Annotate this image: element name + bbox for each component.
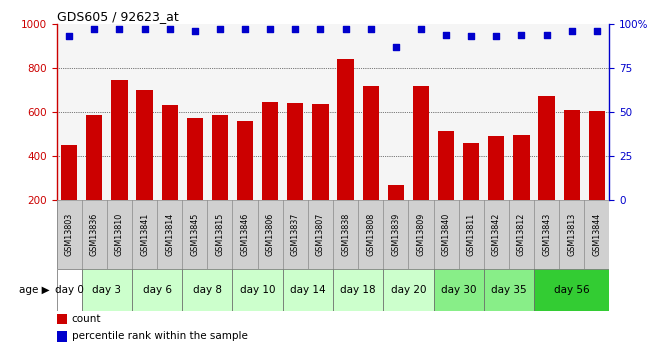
Point [340, 27, 351, 32]
Text: GSM13846: GSM13846 [240, 213, 250, 256]
Bar [237, 121, 253, 244]
Text: GSM13841: GSM13841 [140, 213, 149, 256]
Point [114, 27, 125, 32]
Text: GSM13803: GSM13803 [65, 213, 74, 256]
Bar [212, 115, 228, 244]
Bar [283, 269, 333, 310]
Text: day 35: day 35 [491, 285, 527, 295]
Text: GSM13815: GSM13815 [215, 213, 224, 256]
Bar [57, 331, 67, 342]
Text: percentile rank within the sample: percentile rank within the sample [71, 332, 247, 341]
Bar [383, 269, 434, 310]
Point [541, 32, 552, 38]
Text: GSM13809: GSM13809 [416, 213, 426, 256]
Text: GDS605 / 92623_at: GDS605 / 92623_at [57, 10, 178, 23]
Text: age ▶: age ▶ [19, 285, 50, 295]
Text: GSM13811: GSM13811 [467, 213, 476, 256]
Point [265, 27, 276, 32]
Text: day 56: day 56 [554, 285, 589, 295]
Text: GSM13807: GSM13807 [316, 213, 325, 256]
Point [214, 27, 225, 32]
Bar [488, 136, 504, 244]
Bar [111, 80, 128, 244]
Bar [538, 96, 555, 244]
Point [290, 27, 300, 32]
Point [315, 27, 326, 32]
Bar [484, 269, 534, 310]
Bar [388, 185, 404, 244]
Text: count: count [71, 314, 101, 324]
Bar [563, 110, 580, 244]
Bar [182, 269, 232, 310]
Point [416, 27, 426, 32]
Point [591, 28, 602, 34]
Text: GSM13813: GSM13813 [567, 213, 576, 256]
Text: GSM13844: GSM13844 [592, 213, 601, 256]
Text: day 10: day 10 [240, 285, 275, 295]
Bar [287, 103, 304, 244]
Bar [162, 105, 178, 244]
Point [390, 44, 401, 50]
Bar [333, 269, 383, 310]
Bar [262, 102, 278, 244]
Bar [86, 116, 103, 244]
Text: day 0: day 0 [55, 285, 84, 295]
Text: GSM13812: GSM13812 [517, 213, 526, 256]
Bar [534, 269, 609, 310]
Text: GSM13838: GSM13838 [341, 213, 350, 256]
Point [566, 28, 577, 34]
Point [64, 34, 75, 39]
Bar [438, 131, 454, 244]
Bar [312, 104, 328, 244]
Text: day 8: day 8 [193, 285, 222, 295]
Bar [57, 269, 82, 310]
Point [516, 32, 527, 38]
Point [491, 34, 501, 39]
Text: GSM13806: GSM13806 [266, 213, 274, 256]
Text: GSM13836: GSM13836 [90, 213, 99, 256]
Text: day 14: day 14 [290, 285, 326, 295]
Text: day 20: day 20 [391, 285, 426, 295]
Text: GSM13842: GSM13842 [492, 213, 501, 256]
Text: GSM13814: GSM13814 [165, 213, 174, 256]
Point [165, 27, 175, 32]
Point [466, 34, 477, 39]
Text: GSM13839: GSM13839 [392, 213, 400, 256]
Bar [57, 314, 67, 324]
Text: day 18: day 18 [340, 285, 376, 295]
Bar [513, 135, 529, 244]
Bar [362, 86, 379, 244]
Text: GSM13845: GSM13845 [190, 213, 199, 256]
Text: GSM13843: GSM13843 [542, 213, 551, 256]
Bar [137, 90, 153, 244]
Bar [232, 269, 283, 310]
Point [89, 27, 100, 32]
Bar [132, 269, 182, 310]
Text: day 3: day 3 [93, 285, 121, 295]
Bar [61, 145, 77, 244]
Bar [589, 111, 605, 244]
Point [240, 27, 250, 32]
Text: GSM13808: GSM13808 [366, 213, 375, 256]
Bar [463, 143, 480, 244]
Bar [186, 118, 203, 244]
Point [139, 27, 150, 32]
Point [441, 32, 452, 38]
Bar [82, 269, 132, 310]
Text: day 6: day 6 [143, 285, 172, 295]
Bar [338, 59, 354, 244]
Text: GSM13840: GSM13840 [442, 213, 451, 256]
Text: day 30: day 30 [441, 285, 476, 295]
Bar [434, 269, 484, 310]
Text: GSM13810: GSM13810 [115, 213, 124, 256]
Bar [413, 86, 429, 244]
Point [366, 27, 376, 32]
Point [189, 28, 200, 34]
Text: GSM13837: GSM13837 [291, 213, 300, 256]
